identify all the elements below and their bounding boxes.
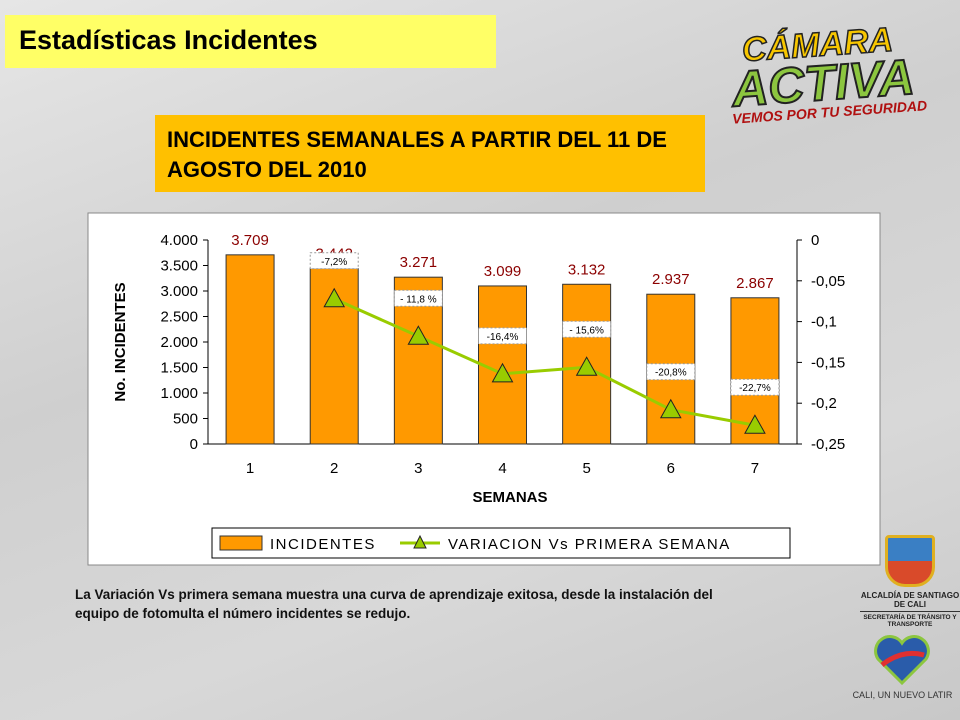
line-label-box xyxy=(393,289,443,307)
x-tick-label: 2 xyxy=(330,460,338,477)
line-value-label: - 15,6% xyxy=(569,325,604,336)
y-tick-label: 1.000 xyxy=(160,385,198,402)
city-slogan: CALI, UN NUEVO LATIR xyxy=(852,690,953,700)
bar-value-label: 3.132 xyxy=(568,261,606,278)
x-tick-label: 1 xyxy=(246,460,254,477)
bar-value-label: 3.271 xyxy=(400,254,438,271)
line-marker xyxy=(323,287,346,308)
line xyxy=(333,297,756,427)
x-tick-label: 5 xyxy=(582,460,590,477)
y-tick-label: 1.500 xyxy=(160,360,198,377)
y2-tick-label: -0,2 xyxy=(811,395,837,412)
x-axis-title: SEMANAS xyxy=(472,489,547,506)
bar xyxy=(225,254,275,445)
crest xyxy=(885,535,935,587)
bar-value-label: 3.099 xyxy=(484,263,522,280)
line-value-label: -16,4% xyxy=(487,332,519,343)
line-label-box xyxy=(478,327,527,345)
y-tick-label: 4.000 xyxy=(160,232,198,249)
bar-value-label: 2.937 xyxy=(652,271,690,288)
y2-tick-label: -0,15 xyxy=(811,354,845,371)
bar-value-label: 3.709 xyxy=(231,232,269,249)
bar-value-label: 2.867 xyxy=(736,275,774,292)
heart-logo xyxy=(874,635,930,685)
y2-tick-label: -0,1 xyxy=(811,314,837,331)
alcaldia-text: ALCALDÍA DE SANTIAGO DE CALI xyxy=(860,591,960,609)
line-marker xyxy=(491,362,514,383)
y2-tick-label: -0,05 xyxy=(811,273,845,290)
y-axis-title: No. INCIDENTES xyxy=(112,282,129,401)
y-tick-label: 3.000 xyxy=(160,283,198,300)
line-value-label: -22,7% xyxy=(739,383,771,394)
line-value-label: -20,8% xyxy=(655,368,687,379)
line-label-box xyxy=(646,363,696,381)
line-label-box xyxy=(309,252,359,270)
line-marker xyxy=(407,325,430,345)
line-label-box xyxy=(562,320,612,338)
line-value-label: -7,2% xyxy=(321,257,347,268)
legend-label: INCIDENTES xyxy=(270,536,376,553)
secretaria-text: SECRETARÍA DE TRÁNSITO Y TRANSPORTE xyxy=(860,611,960,628)
y-tick-label: 500 xyxy=(173,411,198,428)
alcaldia-logo: ALCALDÍA DE SANTIAGO DE CALI SECRETARÍA … xyxy=(860,535,960,628)
legend-label: VARIACION Vs PRIMERA SEMANA xyxy=(448,536,731,553)
y2-tick-label: 0 xyxy=(811,232,819,249)
y2-tick-label: -0,25 xyxy=(811,436,845,453)
line-label-box xyxy=(730,378,780,396)
y-tick-label: 2.000 xyxy=(160,334,198,351)
legend-box xyxy=(211,527,791,559)
y-tick-label: 0 xyxy=(190,436,198,453)
y-tick-label: 2.500 xyxy=(160,309,198,326)
y-tick-label: 3.500 xyxy=(160,258,198,275)
legend-swatch xyxy=(219,535,263,551)
x-tick-label: 3 xyxy=(414,460,422,477)
x-tick-label: 7 xyxy=(751,460,759,477)
x-tick-label: 6 xyxy=(667,460,675,477)
slide-title: Estadísticas Incidentes xyxy=(5,15,496,68)
legend-marker xyxy=(413,534,427,549)
x-tick-label: 4 xyxy=(498,460,506,477)
line-value-label: - 11,8 % xyxy=(400,294,437,305)
caption: La Variación Vs primera semana muestra u… xyxy=(75,587,713,621)
line-marker xyxy=(659,398,682,419)
chart-subtitle: INCIDENTES SEMANALES A PARTIR DEL 11 DE … xyxy=(155,115,705,192)
line-marker xyxy=(744,414,766,434)
line-marker xyxy=(575,356,598,376)
